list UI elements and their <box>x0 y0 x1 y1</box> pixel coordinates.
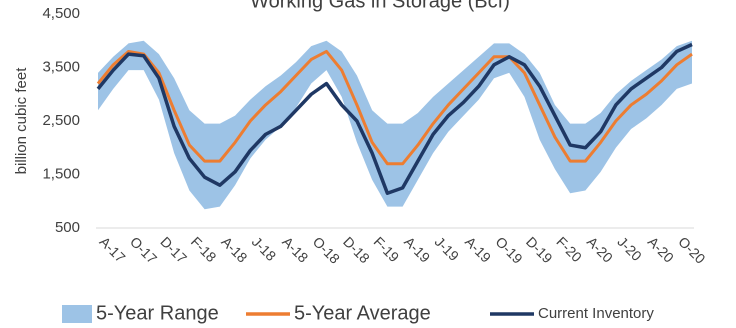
x-tick-label: A-18 <box>218 233 250 265</box>
x-tick-label: D-18 <box>340 233 373 266</box>
x-tick-label: J-20 <box>614 233 645 264</box>
legend-label: 5-Year Average <box>294 302 431 324</box>
x-tick-label: J-19 <box>432 233 463 264</box>
x-tick-label: O-19 <box>492 233 525 266</box>
x-tick-label: F-19 <box>371 233 403 265</box>
range-area <box>98 40 692 210</box>
x-tick-label: A-20 <box>584 233 616 265</box>
x-tick-label: A-19 <box>401 233 433 265</box>
x-tick-label: O-17 <box>127 233 160 266</box>
y-axis-label: billion cubic feet <box>13 67 30 175</box>
x-tick-label: D-17 <box>157 233 190 266</box>
y-tick-label: 2,500 <box>42 112 80 129</box>
legend-label: 5-Year Range <box>96 302 219 324</box>
legend-label: Current Inventory <box>538 305 654 322</box>
x-tick-label: A-20 <box>645 233 677 265</box>
series-line <box>96 49 693 166</box>
legend-swatch <box>62 305 92 323</box>
x-tick-label: D-19 <box>523 233 556 266</box>
y-tick-label: 500 <box>55 219 80 236</box>
y-tick-label: 1,500 <box>42 165 80 182</box>
x-tick-label: A-19 <box>462 233 494 265</box>
x-tick-label: J-18 <box>249 233 280 264</box>
series-line <box>96 42 693 195</box>
x-tick-label: F-20 <box>553 233 585 265</box>
x-tick-label: A-17 <box>96 233 128 265</box>
y-tick-label: 3,500 <box>42 58 80 75</box>
y-tick-label: 4,500 <box>42 5 80 22</box>
x-tick-label: F-18 <box>188 233 220 265</box>
x-tick-label: O-20 <box>675 233 708 266</box>
x-tick-label: A-18 <box>279 233 311 265</box>
x-tick-label: O-18 <box>310 233 343 266</box>
chart-title: Working Gas in Storage (Bcf) <box>250 0 510 12</box>
